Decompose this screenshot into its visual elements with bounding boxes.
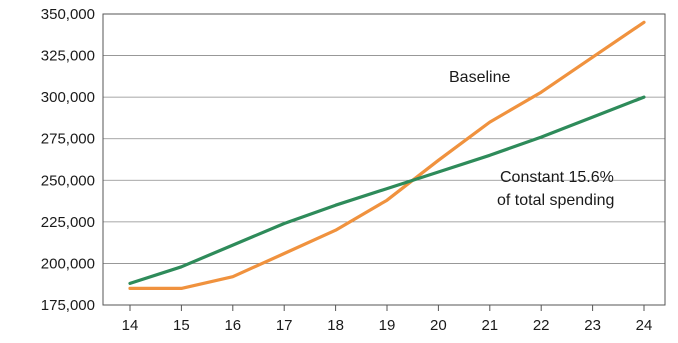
annotation-constant-line1: Constant 15.6% [500, 169, 614, 186]
x-tick-label: 19 [379, 317, 396, 334]
series-line-baseline [128, 20, 646, 290]
y-tick-label: 175,000 [41, 297, 95, 314]
series-lines [128, 20, 646, 290]
x-tick-label: 24 [636, 317, 653, 334]
x-tick-label: 14 [122, 317, 139, 334]
gridlines [103, 55, 665, 264]
y-tick-label: 325,000 [41, 48, 95, 65]
x-tick-label: 18 [327, 317, 344, 334]
x-tick-label: 23 [584, 317, 601, 334]
y-axis-ticks: 175,000 200,000 225,000 250,000 275,000 300,0… [41, 6, 95, 314]
x-tick-label: 21 [481, 317, 498, 334]
annotation-constant-line2: of total spending [497, 192, 614, 209]
x-tick-label: 20 [430, 317, 447, 334]
y-tick-label: 350,000 [41, 6, 95, 23]
x-tick-label: 16 [224, 317, 241, 334]
x-tick-label: 22 [533, 317, 550, 334]
x-axis-ticks: 14 15 16 17 18 19 20 21 22 23 24 [122, 305, 653, 334]
x-tick-label: 15 [173, 317, 190, 334]
x-tick-label: 17 [276, 317, 293, 334]
y-tick-label: 300,000 [41, 89, 95, 106]
series-line-constant-share [128, 95, 646, 285]
y-tick-label: 275,000 [41, 131, 95, 148]
annotation-baseline: Baseline [449, 69, 510, 86]
y-tick-label: 200,000 [41, 255, 95, 272]
y-tick-label: 250,000 [41, 172, 95, 189]
y-tick-label: 225,000 [41, 214, 95, 231]
plot-area-frame [102, 13, 666, 306]
